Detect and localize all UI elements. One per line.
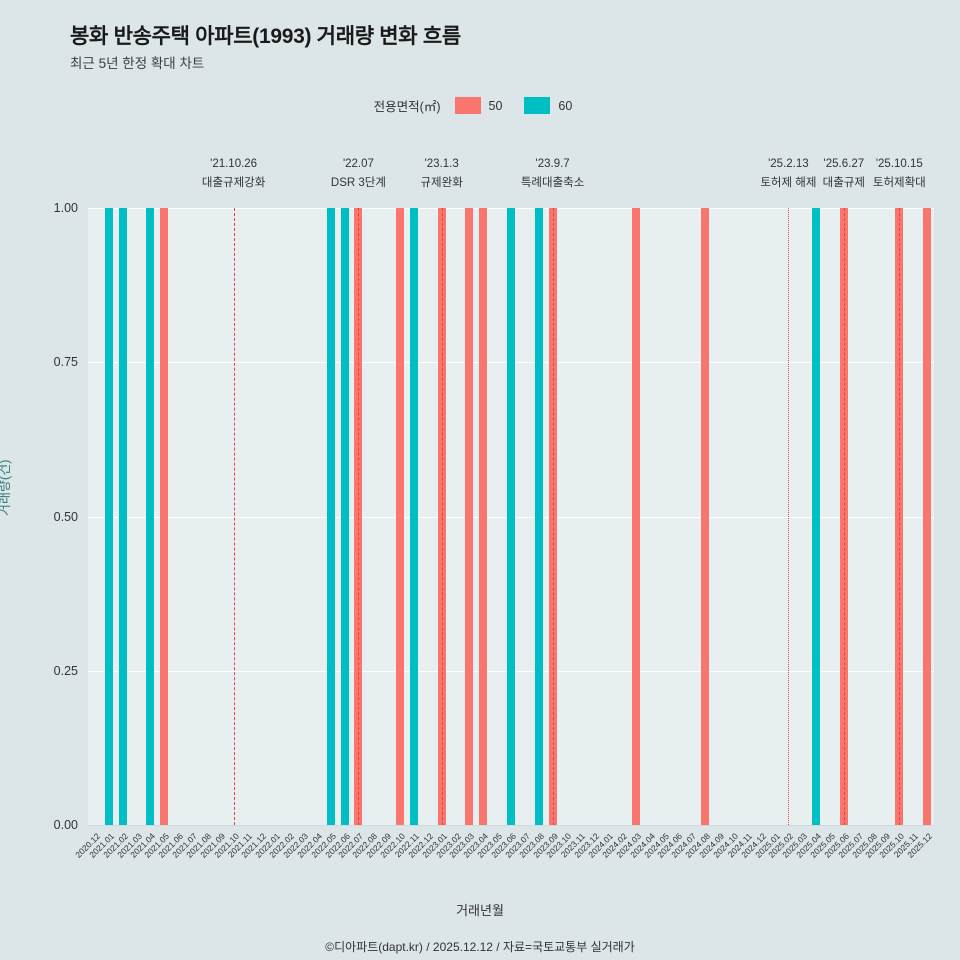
event-label-name: 토허제 해제 (760, 177, 817, 189)
legend-swatch-50 (454, 97, 481, 114)
y-tick-label: 0.00 (53, 818, 78, 832)
y-tick-label: 0.25 (53, 663, 78, 678)
x-axis-baseline (88, 825, 934, 826)
event-label-name: 특례대출축소 (520, 177, 585, 189)
chart-bar (326, 208, 335, 825)
chart-bar (507, 208, 515, 825)
chart-bar (479, 208, 488, 825)
chart-bar (409, 208, 418, 825)
event-label-name: 토허제확대 (872, 177, 926, 189)
chart-bar (465, 208, 474, 825)
event-marker-line (788, 208, 790, 825)
event-label: '25.6.27 대출규제 (823, 158, 865, 190)
y-tick-label: 0.75 (53, 355, 78, 370)
event-label: '21.10.26 대출규제강화 (202, 158, 265, 190)
legend-label-60: 60 (558, 98, 573, 113)
event-marker-line (843, 208, 845, 825)
footer-credit: ©디아파트(dapt.kr) / 2025.12.12 / 자료=국토교통부 실… (325, 940, 635, 954)
event-label-date: '23.9.7 (535, 158, 570, 170)
chart-bar (118, 208, 127, 825)
event-marker-line (899, 208, 901, 825)
event-label: '25.2.13 토허제 해제 (760, 158, 816, 190)
event-label-date: '25.2.13 (768, 158, 809, 170)
x-axis-title: 거래년월 (456, 903, 504, 918)
event-label-name: 대출규제강화 (201, 177, 266, 189)
chart-bar (160, 208, 169, 825)
event-label-date: '25.10.15 (875, 158, 923, 170)
event-marker-line (233, 208, 235, 825)
event-label-date: '21.10.26 (210, 158, 258, 170)
chart-plot-area (88, 208, 934, 826)
event-marker-line (552, 208, 554, 825)
event-label-date: '25.6.27 (823, 158, 865, 170)
event-marker-line (441, 208, 443, 825)
y-tick-label: 0.50 (53, 509, 78, 524)
event-label-date: '22.07 (342, 158, 374, 170)
legend-label-50: 50 (488, 98, 503, 113)
chart-bar (631, 208, 640, 825)
event-label: '22.07 DSR 3단계 (331, 158, 386, 190)
chart-bar (701, 208, 710, 825)
chart-bar (396, 208, 405, 825)
page-subtitle: 최근 5년 한정 확대 차트 (70, 56, 205, 71)
event-marker-line (358, 208, 360, 825)
chart-bar (146, 208, 155, 825)
chart-bar (923, 208, 932, 825)
event-label-name: 규제완화 (420, 177, 463, 189)
event-label: '25.10.15 토허제확대 (873, 158, 926, 190)
event-label: '23.9.7 특례대출축소 (521, 158, 584, 190)
legend-title: 전용면적(㎡) (373, 100, 441, 114)
legend-swatch-60 (524, 97, 551, 114)
event-label-name: 대출규제 (822, 177, 866, 189)
page-title: 봉화 반송주택 아파트(1993) 거래량 변화 흐름 (70, 25, 461, 48)
event-label-name: DSR 3단계 (330, 177, 386, 189)
y-tick-label: 1.00 (53, 201, 78, 215)
event-label: '23.1.3 규제완화 (420, 158, 462, 190)
event-label-date: '23.1.3 (424, 158, 459, 170)
chart-bar (812, 208, 821, 825)
y-axis-title: 거래량(건) (0, 459, 12, 517)
chart-bar (104, 208, 113, 825)
chart-legend: 전용면적(㎡) 50 60 (0, 96, 960, 115)
chart-bar (534, 208, 543, 825)
chart-bar (340, 208, 349, 825)
